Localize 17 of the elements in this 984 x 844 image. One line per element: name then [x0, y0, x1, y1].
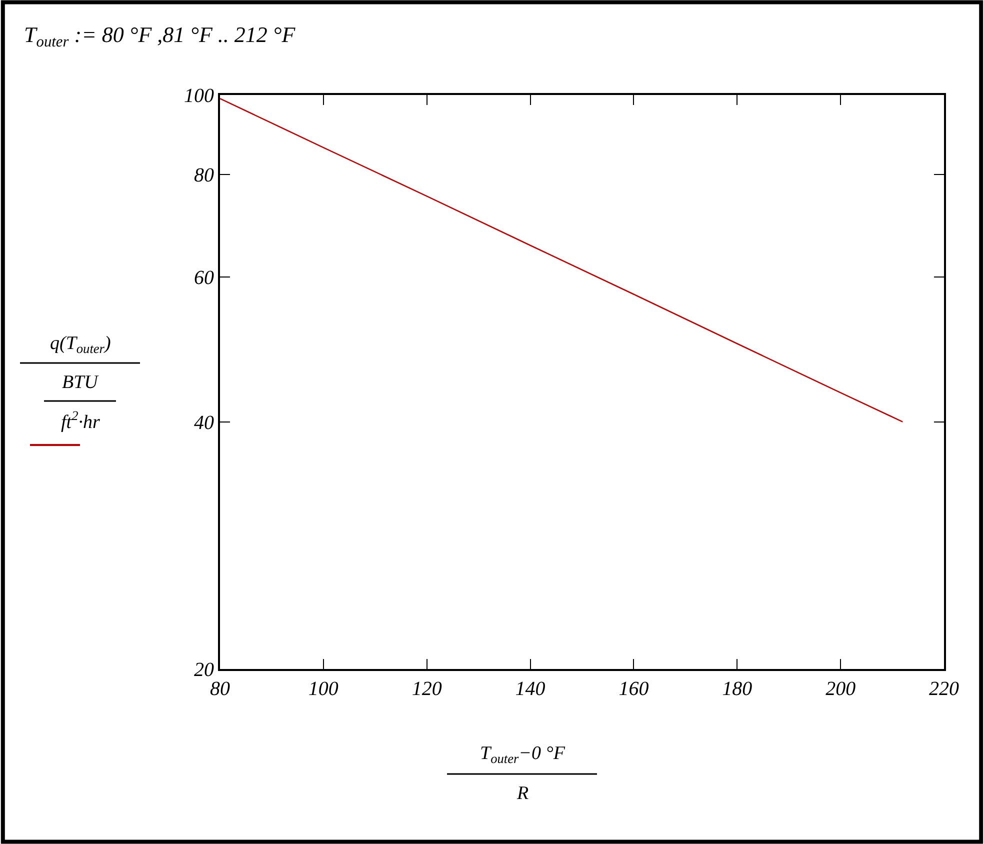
- x-tick-label: 120: [412, 678, 442, 700]
- y-tick-label: 20: [194, 659, 214, 681]
- x-tick-label: 200: [826, 678, 856, 700]
- y-tick-label: 100: [184, 85, 214, 107]
- x-tick-label: 140: [515, 678, 546, 700]
- x-tick-label: 220: [929, 678, 959, 700]
- x-tick-label: 100: [308, 678, 338, 700]
- y-tick-label: 80: [194, 164, 214, 187]
- y-tick-label: 40: [194, 412, 214, 434]
- chart-title: T$_{outer}$ := 80 °F ,81 °F .. 212 °F: [24, 22, 296, 51]
- line-series: [220, 98, 904, 422]
- x-tick-label: 180: [722, 678, 752, 700]
- x-tick-label: 160: [618, 678, 649, 700]
- x-tick-label: 80: [210, 678, 230, 700]
- x-axis-title: T$_{outer}$−0 °F R: [480, 743, 566, 804]
- y-tick-label: 60: [194, 267, 214, 290]
- y-axis-title: q(T$_{outer}$) BTU ft$^{2}$·hr: [50, 333, 111, 433]
